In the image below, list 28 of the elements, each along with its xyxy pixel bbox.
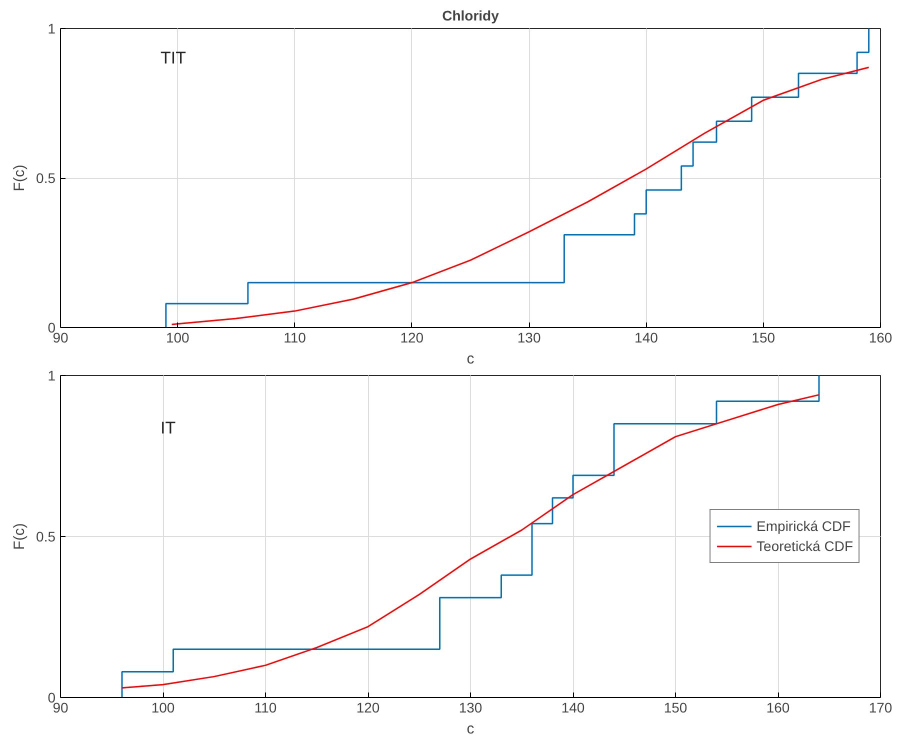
y-tick-label: 1 <box>48 20 56 36</box>
x-tick-label: 150 <box>664 700 688 716</box>
x-tick-label: 140 <box>634 330 658 346</box>
x-tick-label: 130 <box>517 330 541 346</box>
annotation: IT <box>160 418 176 438</box>
x-tick-label: 150 <box>752 330 776 346</box>
x-axis-title: c <box>466 350 475 368</box>
x-tick-label: 160 <box>766 700 790 716</box>
chart-title: Chloridy <box>442 8 500 24</box>
x-tick-label: 120 <box>400 330 424 346</box>
legend-label: Teoretická CDF <box>756 538 853 554</box>
annotation: TIT <box>160 48 186 68</box>
x-tick-label: 120 <box>356 700 380 716</box>
x-axis-title: c <box>466 720 475 738</box>
x-tick-label: 160 <box>868 330 892 346</box>
y-tick-label: 1 <box>48 368 56 384</box>
x-tick-label: 140 <box>561 700 585 716</box>
x-tick-label: 100 <box>166 330 190 346</box>
x-tick-label: 170 <box>868 700 892 716</box>
x-tick-label: 100 <box>151 700 175 716</box>
x-tick-label: 110 <box>284 330 306 346</box>
y-axis-title: F(c) <box>11 164 28 192</box>
x-tick-label: 130 <box>458 700 482 716</box>
y-axis-title: F(c) <box>11 523 28 550</box>
legend-label: Empirická CDF <box>756 518 851 534</box>
x-tick-label: 110 <box>254 700 277 716</box>
y-tick-label: 0.5 <box>36 528 56 544</box>
y-tick-label: 0.5 <box>36 170 56 186</box>
